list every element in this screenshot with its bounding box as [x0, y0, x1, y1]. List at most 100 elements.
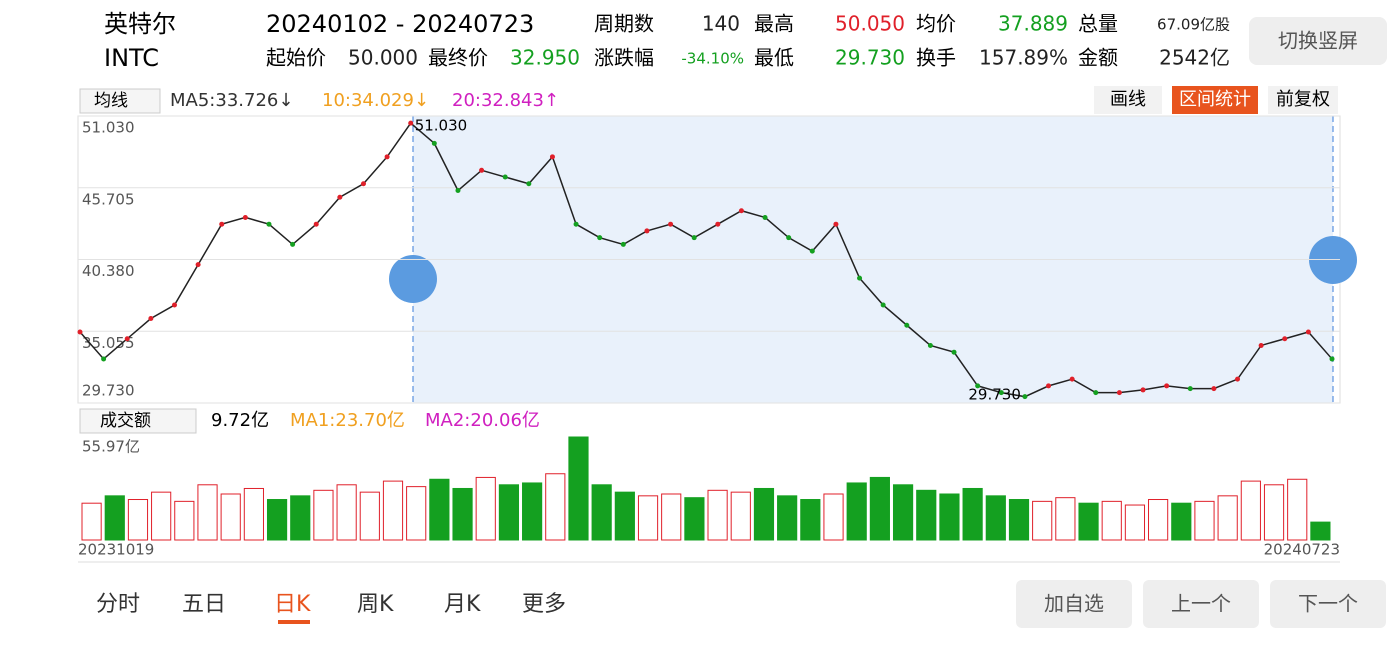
- price-point: [691, 235, 697, 241]
- vol-ma1: MA1:23.70亿: [290, 410, 405, 431]
- drag-handle[interactable]: [389, 255, 437, 303]
- bottom-button[interactable]: [1143, 580, 1259, 628]
- price-point: [1116, 390, 1122, 396]
- volume-bar: [382, 480, 404, 541]
- interval-label: 区间统计: [1179, 89, 1251, 110]
- stat-label: 总量: [1078, 12, 1118, 36]
- volume-bar: [916, 489, 937, 541]
- volume-bar: [1310, 521, 1331, 541]
- price-point: [597, 235, 603, 241]
- ma-select[interactable]: [79, 88, 161, 114]
- volume-bar: [290, 495, 311, 541]
- price-point: [479, 167, 485, 173]
- volume-bar: [1124, 504, 1146, 541]
- stock-name: 英特尔: [104, 10, 176, 38]
- x-label: 20231019: [78, 541, 154, 559]
- price-point: [715, 221, 721, 227]
- price-point: [1211, 386, 1217, 392]
- y-tick-label: 35.055: [82, 334, 135, 352]
- volume-bar: [939, 493, 960, 541]
- volume-bar: [591, 484, 612, 541]
- tab[interactable]: 更多: [522, 592, 566, 617]
- volume-bar: [1194, 500, 1215, 541]
- volume-bar: [313, 489, 334, 541]
- y-tick-label: 29.730: [82, 382, 135, 400]
- bottom-button-label: 加自选: [1044, 592, 1104, 616]
- stat-value: 67.09亿股: [1157, 16, 1230, 34]
- volume-bar: [869, 476, 890, 541]
- price-point: [951, 349, 957, 355]
- stat-label: 涨跌幅: [594, 46, 654, 70]
- volume-bar: [777, 495, 798, 541]
- y-tick-label: 45.705: [82, 190, 135, 208]
- price-point: [1022, 394, 1028, 400]
- volume-bar: [336, 484, 357, 541]
- tab[interactable]: 五日: [182, 592, 226, 617]
- price-point: [786, 235, 792, 241]
- price-point: [77, 329, 83, 335]
- volume-bar: [151, 491, 172, 541]
- volume-bar: [104, 495, 125, 541]
- price-point: [762, 214, 768, 220]
- stat-value: 157.89%: [979, 46, 1068, 70]
- price-point: [1069, 376, 1075, 382]
- stat-label: 均价: [916, 12, 956, 36]
- ma5: MA5:33.726↓: [170, 90, 293, 111]
- volume-bar: [359, 491, 380, 541]
- price-point: [384, 154, 390, 160]
- price-point: [148, 316, 154, 322]
- volume-bar: [545, 473, 566, 541]
- price-point: [219, 221, 225, 227]
- price-point: [313, 221, 319, 227]
- volume-bar: [962, 487, 983, 541]
- stat-label: 金额: [1078, 46, 1118, 70]
- interval-button[interactable]: [1172, 86, 1258, 114]
- volume-bar: [1032, 500, 1053, 541]
- volume-bar: [1240, 480, 1261, 541]
- stat-label: 起始价: [266, 46, 326, 70]
- volume-bar: [81, 502, 102, 541]
- price-point: [455, 188, 461, 194]
- volume-bar: [800, 499, 821, 541]
- stat-label: 换手: [916, 46, 956, 70]
- price-point: [668, 221, 674, 227]
- price-point: [1140, 387, 1146, 393]
- volume-bar: [174, 500, 195, 541]
- volume-bar: [1148, 499, 1169, 541]
- volume-bar: [1078, 502, 1099, 541]
- price-point: [290, 241, 296, 247]
- volume-bar: [707, 489, 728, 541]
- price-point: [880, 302, 886, 308]
- price-point: [101, 356, 107, 362]
- draw-button[interactable]: [1094, 86, 1162, 114]
- volume-bar: [1101, 500, 1122, 541]
- price-point: [195, 262, 201, 268]
- bottom-button[interactable]: [1016, 580, 1132, 628]
- x-label: 20240723: [1264, 541, 1340, 559]
- volume-bar: [637, 495, 659, 541]
- bottom-button-label: 上一个: [1171, 592, 1231, 616]
- stat-value: 32.950: [510, 46, 580, 70]
- stat-value: 29.730: [835, 46, 905, 70]
- volume-bar: [127, 499, 149, 541]
- volume-bar: [429, 478, 450, 541]
- switch-button[interactable]: [1249, 17, 1387, 65]
- adjust-button[interactable]: [1268, 86, 1338, 114]
- price-point: [1093, 390, 1099, 396]
- vol-tick-label: 55.97亿: [82, 438, 140, 456]
- volume-bar: [220, 493, 241, 541]
- bottom-button[interactable]: [1270, 580, 1386, 628]
- price-point: [1305, 329, 1311, 335]
- tab[interactable]: 日K: [274, 592, 311, 617]
- volume-bar: [1287, 478, 1308, 541]
- tab[interactable]: 周K: [357, 592, 394, 617]
- stat-value: 140: [702, 12, 740, 36]
- price-point: [620, 241, 626, 247]
- tab[interactable]: 分时: [96, 592, 140, 617]
- volume-bar: [406, 486, 427, 541]
- vol-select[interactable]: [79, 408, 197, 434]
- price-point: [408, 120, 414, 126]
- price-point: [431, 140, 437, 146]
- tab[interactable]: 月K: [444, 592, 481, 617]
